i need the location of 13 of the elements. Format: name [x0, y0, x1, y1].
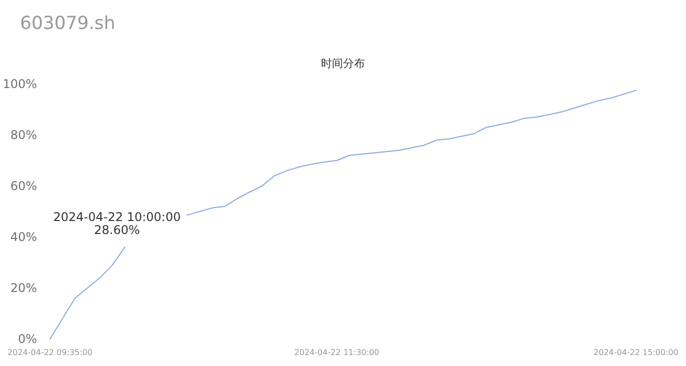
y-tick-label: 100% [2, 77, 37, 91]
annotation: 28.60% [94, 223, 140, 237]
x-tick-label: 2024-04-22 15:00:00 [594, 348, 678, 357]
y-tick-label: 40% [10, 230, 37, 244]
y-tick-label: 80% [10, 128, 37, 142]
chart-subtitle: 时间分布 [321, 57, 365, 70]
chart-title: 603079.sh [20, 13, 116, 34]
y-tick-label: 20% [10, 281, 37, 295]
annotation: 2024-04-22 10:00:00 [53, 210, 181, 224]
x-tick-label: 2024-04-22 11:30:00 [294, 348, 380, 357]
y-tick-label: 0% [18, 332, 37, 346]
y-tick-label: 60% [10, 179, 37, 193]
x-tick-label: 2024-04-22 09:35:00 [8, 348, 92, 357]
